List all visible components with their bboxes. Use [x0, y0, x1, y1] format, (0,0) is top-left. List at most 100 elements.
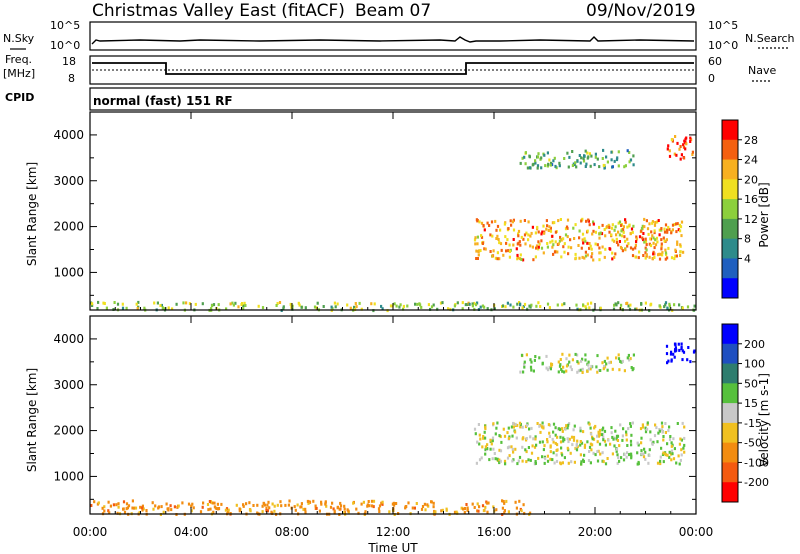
heatmap-cell: [676, 242, 679, 246]
heatmap-cell: [546, 459, 550, 463]
heatmap-cell: [668, 450, 671, 454]
heatmap-cell: [657, 219, 660, 222]
heatmap-cell: [304, 510, 307, 514]
heatmap-cell: [674, 248, 677, 252]
heatmap-cell: [235, 503, 238, 507]
heatmap-cell: [599, 452, 602, 456]
heatmap-cell: [611, 238, 614, 242]
heatmap-cell: [572, 435, 576, 439]
heatmap-cell: [414, 302, 417, 306]
heatmap-cell: [662, 435, 665, 438]
heatmap-cell: [580, 441, 584, 445]
heatmap-cell: [586, 241, 589, 245]
beam-label: Beam 07: [355, 1, 431, 21]
heatmap-cell: [93, 500, 96, 504]
colorbar-frame: [721, 323, 739, 503]
heatmap-cell: [560, 368, 563, 371]
heatmap-cell: [634, 243, 637, 247]
heatmap-cell: [667, 225, 670, 229]
colorbar-tick-label: 50: [744, 377, 758, 390]
heatmap-cell: [673, 257, 676, 261]
heatmap-cell: [201, 505, 204, 509]
heatmap-cell: [539, 430, 542, 434]
heatmap-cell: [660, 245, 663, 249]
heatmap-cell: [675, 461, 678, 465]
heatmap-cell: [413, 506, 416, 510]
heatmap-cell: [579, 443, 582, 447]
heatmap-cell: [297, 301, 300, 305]
heatmap-cell: [561, 352, 564, 356]
heatmap-cell: [666, 442, 669, 446]
heatmap-cell: [531, 225, 534, 229]
heatmap-cell: [488, 224, 491, 227]
heatmap-cell: [666, 230, 669, 234]
colorbar-tick-label: 20: [744, 173, 758, 186]
heatmap-cell: [494, 457, 497, 461]
heatmap-cell: [418, 302, 421, 306]
heatmap-cell: [664, 431, 667, 434]
heatmap-cell: [489, 447, 492, 451]
heatmap-cell: [537, 240, 540, 244]
heatmap-cell: [668, 227, 671, 231]
heatmap-cell: [575, 303, 578, 307]
heatmap-cell: [600, 232, 604, 236]
heatmap-cell: [601, 361, 604, 365]
heatmap-cell: [583, 154, 586, 158]
heatmap-cell: [532, 369, 535, 373]
heatmap-cell: [499, 242, 503, 246]
heatmap-cell: [679, 250, 682, 254]
heatmap-cell: [135, 302, 138, 306]
heatmap-cell: [631, 247, 635, 251]
heatmap-cell: [609, 247, 612, 251]
heatmap-cell: [541, 425, 544, 429]
heatmap-cell: [402, 304, 405, 308]
heatmap-cell: [586, 151, 589, 155]
heatmap-cell: [484, 445, 487, 449]
heatmap-cell: [524, 151, 527, 155]
heatmap-cell: [453, 304, 456, 308]
heatmap-cell: [432, 303, 435, 307]
heatmap-cell: [670, 256, 674, 260]
heatmap-cell: [559, 363, 562, 367]
heatmap-cell: [322, 305, 325, 308]
heatmap-cell: [463, 507, 467, 510]
heatmap-cell: [152, 507, 155, 511]
heatmap-cell: [678, 442, 681, 446]
heatmap-cell: [581, 255, 584, 259]
cpid-label: CPID: [5, 91, 34, 104]
heatmap-cell: [549, 367, 552, 371]
heatmap-cell: [478, 458, 482, 462]
heatmap-cell: [557, 370, 560, 374]
heatmap-cell: [224, 508, 227, 512]
heatmap-cell: [572, 428, 575, 432]
heatmap-cell: [508, 255, 511, 259]
heatmap-cell: [473, 301, 476, 305]
heatmap-cell: [630, 366, 633, 369]
heatmap-cell: [552, 243, 555, 247]
heatmap-cell: [529, 234, 532, 238]
heatmap-cell: [519, 219, 522, 223]
heatmap-cell: [163, 307, 166, 311]
heatmap-cell: [675, 254, 678, 258]
heatmap-cell: [608, 230, 611, 234]
heatmap-cell: [648, 242, 651, 246]
heatmap-cell: [649, 244, 653, 248]
heatmap-cell: [483, 228, 486, 232]
heatmap-cell: [632, 353, 635, 357]
heatmap-cell: [677, 228, 680, 232]
heatmap-cell: [532, 258, 535, 262]
heatmap-cell: [666, 361, 669, 365]
heatmap-cell: [680, 234, 683, 238]
heatmap-cell: [588, 242, 591, 245]
heatmap-cell: [634, 255, 637, 259]
heatmap-cell: [596, 440, 599, 444]
heatmap-cell: [679, 243, 682, 247]
heatmap-cell: [537, 230, 540, 234]
heatmap-cell: [482, 509, 485, 513]
heatmap-cell: [523, 155, 526, 159]
heatmap-cell: [596, 243, 599, 247]
heatmap-cell: [500, 440, 503, 444]
heatmap-cell: [686, 358, 689, 362]
heatmap-cell: [610, 226, 614, 230]
heatmap-cell: [512, 228, 516, 232]
